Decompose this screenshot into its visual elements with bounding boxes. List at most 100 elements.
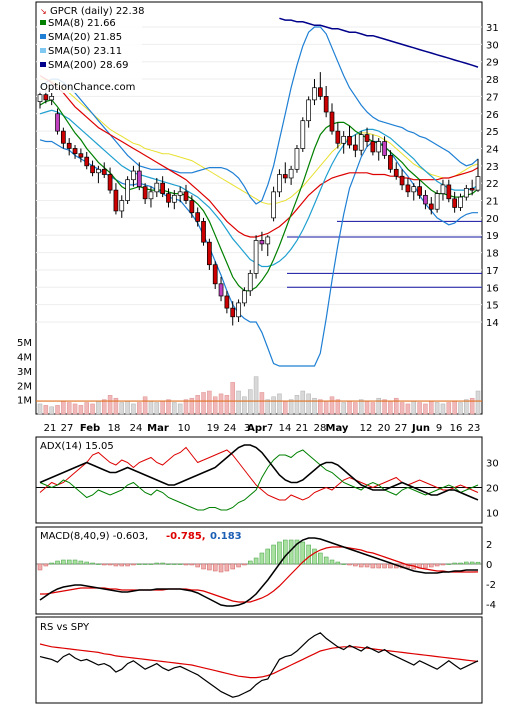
volume-bar: [458, 402, 463, 415]
macd-histogram-bar: [242, 563, 247, 566]
macd-histogram-bar: [113, 563, 119, 567]
macd-histogram-label: 0.183: [210, 531, 242, 542]
macd-histogram-bar: [423, 563, 428, 569]
candle-body: [300, 120, 306, 149]
candle-body: [113, 189, 119, 212]
volume-bar: [335, 399, 341, 415]
legend-swatch: [40, 48, 46, 53]
volume-bar: [101, 399, 107, 415]
volume-bar: [446, 402, 452, 415]
volume-bar: [370, 402, 376, 415]
x-axis-label: 14: [279, 423, 292, 434]
macd-histogram-bar: [119, 563, 125, 567]
bollinger-lower-line: [39, 139, 478, 367]
legend: GPCR (daily) 22.38 ↘ SMA(8) 21.66 SMA(20)…: [38, 3, 144, 93]
candle-body: [101, 168, 107, 175]
price-panel: 31 30 29 28 27 26 25 24 23 22 21 20 19 18 17 16 15 14 5M 4…: [17, 1, 499, 415]
rs-label: RS vs SPY: [40, 622, 90, 633]
candle-body: [189, 200, 195, 214]
candle-body: [160, 182, 165, 194]
legend-swatch: [40, 34, 46, 39]
legend-swatch: [40, 20, 46, 25]
macd-histogram-bar: [446, 563, 452, 565]
x-axis-label: 24: [130, 423, 143, 434]
macd-histogram-bar: [475, 561, 481, 565]
volume-bar: [242, 396, 247, 415]
volume-bar: [236, 390, 241, 415]
adx-tick-label: 20: [486, 484, 499, 495]
volume-bar: [107, 395, 113, 415]
macd-histogram-bar: [271, 544, 276, 565]
price-tick-label: 26: [486, 110, 499, 121]
volume-bar: [253, 376, 259, 415]
volume-tick-label: 3M: [17, 367, 32, 378]
price-tick-label: 27: [486, 92, 499, 103]
candle-body: [253, 240, 259, 274]
candle-body: [317, 87, 323, 97]
macd-histogram-bar: [294, 539, 300, 565]
candle-body: [195, 212, 201, 222]
candle-body: [329, 111, 335, 132]
candle-body: [271, 191, 276, 219]
volume-bar: [364, 400, 370, 415]
sma20-line: [39, 109, 479, 268]
macd-tick-label: -2: [486, 580, 496, 591]
candle-body: [423, 194, 428, 205]
macd-histogram-bar: [66, 559, 72, 565]
volume-bar: [201, 392, 206, 415]
candle-body: [90, 165, 95, 174]
volume-bar: [405, 403, 411, 415]
macd-histogram-bar: [195, 563, 200, 568]
volume-bar: [271, 396, 276, 415]
volume-bar: [125, 400, 130, 415]
candle-body: [277, 174, 282, 193]
candle-body: [446, 184, 452, 200]
macd-histogram-bar: [218, 563, 224, 573]
price-axis: 31 30 29 28 27 26 25 24 23 22 21 20 19 18 17 16 15 14: [486, 23, 499, 329]
volume-bar: [131, 403, 136, 415]
volume-bar: [353, 402, 358, 415]
candle-body: [66, 142, 72, 149]
macd-tick-label: 0: [486, 560, 492, 571]
candle-body: [376, 141, 382, 153]
volume-bar: [212, 396, 218, 415]
volume-bar: [265, 399, 271, 415]
legend-swatch: [40, 62, 46, 67]
volume-bar: [224, 395, 230, 415]
volume-bar: [78, 405, 84, 415]
x-axis-label: 21: [44, 423, 57, 434]
volume-bar: [399, 402, 405, 415]
macd-histogram-bar: [183, 563, 189, 566]
volume-bar: [96, 400, 101, 415]
candle-body: [142, 186, 148, 200]
candle-body: [201, 221, 206, 243]
legend-items: SMA(8) 21.66 SMA(20) 21.85 SMA(50) 23.11 SM…: [40, 18, 129, 71]
volume-tick-label: 4M: [17, 353, 32, 364]
adx-tick-label: 10: [486, 509, 499, 520]
volume-bar: [218, 393, 224, 415]
x-axis-label: 18: [108, 423, 121, 434]
volume-bar: [318, 399, 323, 415]
candle-body: [183, 191, 189, 201]
moving-average-lines: [39, 17, 479, 367]
x-axis-label: 9: [436, 423, 442, 434]
macd-histogram-bar: [253, 557, 259, 565]
volume-bar: [137, 402, 142, 415]
x-axis-label: 27: [61, 423, 74, 434]
volume-bar: [37, 403, 43, 415]
volume-bar: [341, 402, 346, 415]
volume-bar: [90, 403, 95, 415]
macd-histogram-bar: [61, 559, 66, 565]
volume-bar: [113, 397, 119, 415]
macd-histogram-bar: [347, 563, 352, 566]
price-tick-label: 25: [486, 127, 499, 138]
candle-body: [148, 191, 154, 200]
volume-bar: [61, 400, 66, 415]
candle-body: [341, 135, 347, 144]
volume-bar: [166, 399, 171, 415]
candle-body: [107, 174, 113, 191]
candle-body: [353, 144, 358, 151]
macd-histogram-bar: [201, 563, 206, 570]
x-axis-label: 21: [296, 423, 309, 434]
candle-body: [417, 186, 422, 196]
